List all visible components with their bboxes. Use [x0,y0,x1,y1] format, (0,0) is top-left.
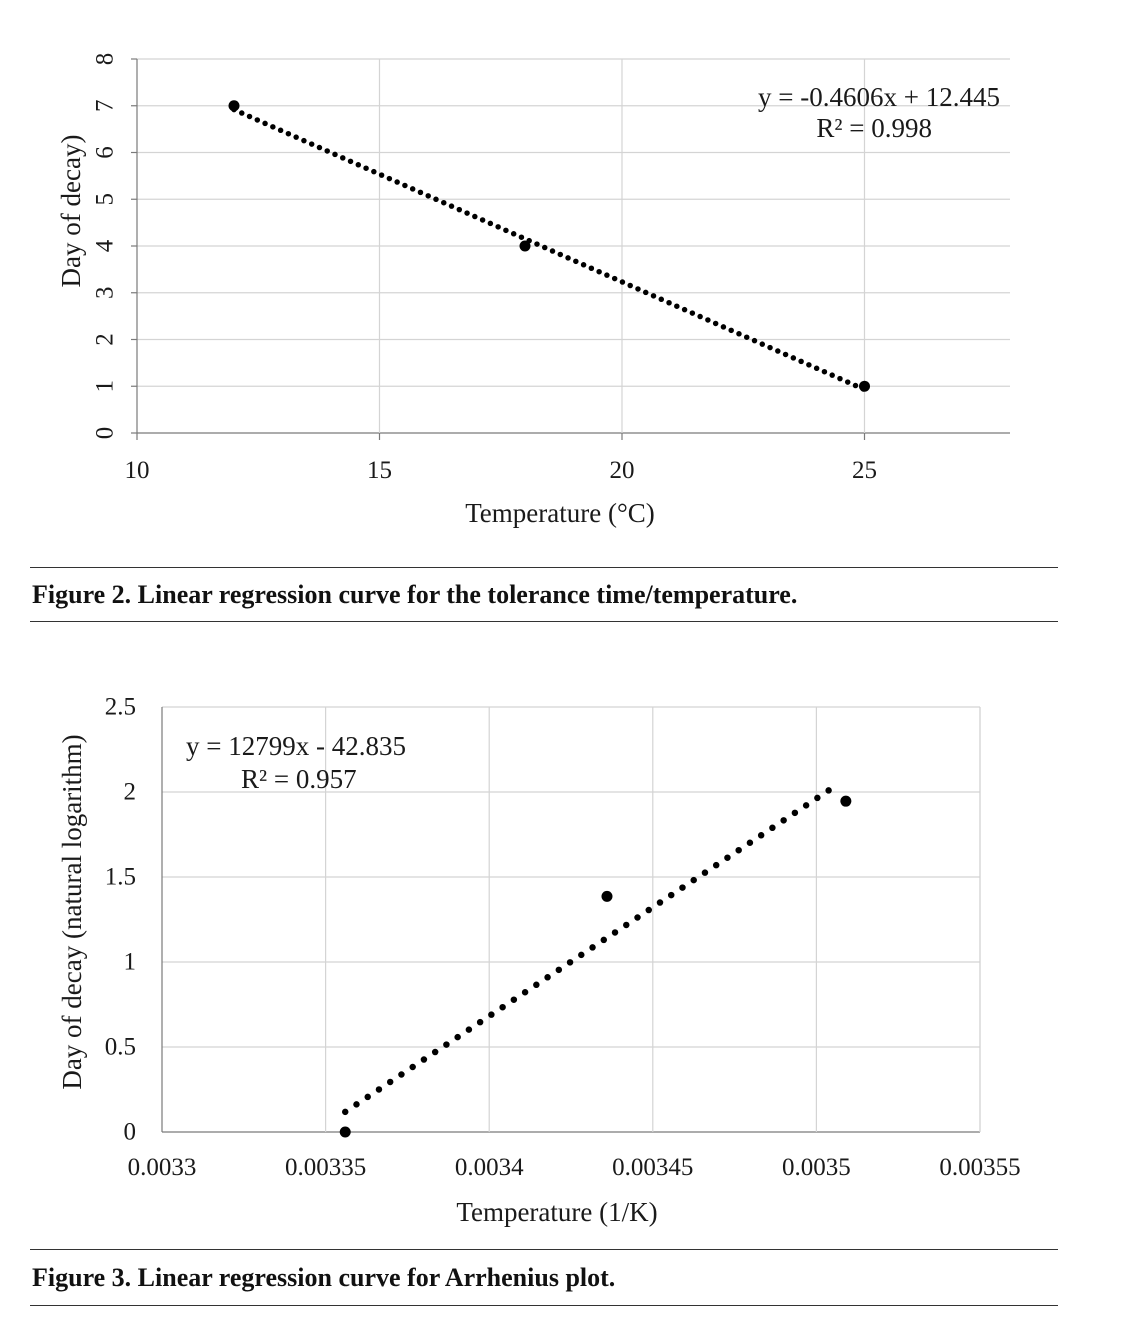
regression-equation: y = 12799x - 42.835 [186,731,406,761]
y-tick-label: 2.5 [105,694,136,721]
r-squared-value: R² = 0.998 [816,113,932,143]
y-tick-label: 2 [92,333,119,346]
data-point [601,890,613,902]
y-tick-label: 0.5 [105,1034,136,1061]
x-tick-label: 0.00335 [285,1154,366,1181]
y-tick-label: 8 [92,53,119,66]
x-tick-label: 10 [125,457,150,484]
y-tick-label: 1 [124,949,137,976]
x-tick-label: 0.00355 [939,1154,1020,1181]
y-tick-label: 4 [92,239,119,252]
regression-equation: y = -0.4606x + 12.445 [758,82,1000,112]
x-tick-label: 15 [367,457,392,484]
caption-rule-top [30,567,1058,568]
y-tick-label: 7 [92,100,119,113]
y-tick-label: 1.5 [105,864,136,891]
chart-arrhenius: 0 0.5 1 1.5 2 2.5 0.0033 0.00335 0.0034 0.00345 0.… [57,694,1021,1228]
caption-rule-top [30,1249,1058,1250]
data-point [519,240,531,252]
y-tick-label: 6 [92,146,119,159]
figure-3-caption: Figure 3. Linear regression curve for Ar… [32,1263,616,1292]
y-tick-label: 3 [92,287,119,300]
y-tick-label: 0 [92,427,119,440]
y-axis-title: Day of decay (natural logarithm) [57,734,87,1089]
x-tick-label: 0.0034 [455,1154,524,1181]
data-point [228,100,240,112]
data-point [859,380,870,392]
y-tick-label: 5 [92,193,119,206]
chart-tolerance-time: 0 1 2 3 4 5 6 7 8 10 15 20 25 Temperature (°C) Day of … [56,53,1010,528]
r-squared-value: R² = 0.957 [241,764,357,794]
x-tick-label: 0.0033 [128,1154,197,1181]
caption-rule-bottom [30,621,1058,622]
x-axis-title: Temperature (1/K) [456,1197,657,1227]
caption-rule-bottom [30,1305,1058,1306]
y-tick-label: 0 [124,1119,137,1146]
y-tick-label: 1 [92,380,119,393]
x-tick-label: 0.00345 [612,1154,693,1181]
figure-2-caption: Figure 2. Linear regression curve for th… [32,580,798,609]
data-point [339,1126,351,1138]
x-tick-label: 20 [610,457,635,484]
x-tick-label: 0.0035 [782,1154,851,1181]
y-tick-label: 2 [124,779,137,806]
x-tick-label: 25 [852,457,877,484]
y-axis-title: Day of decay) [56,135,86,288]
data-point [840,795,852,807]
x-axis-title: Temperature (°C) [465,498,655,528]
trendline [341,782,840,1116]
